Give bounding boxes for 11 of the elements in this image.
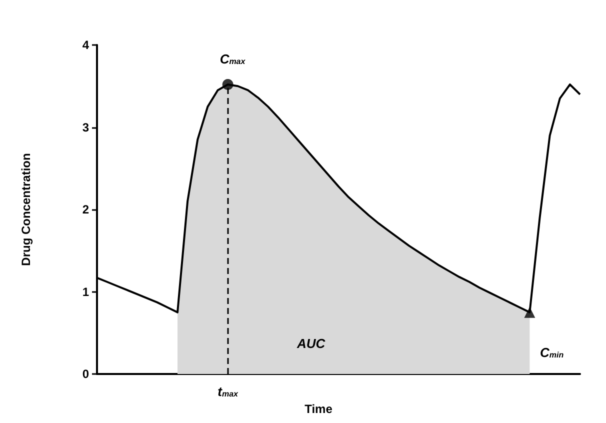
y-tick-label: 0 (82, 367, 90, 381)
annotation: Cmin (540, 345, 564, 360)
annotation: Cmax (220, 51, 246, 66)
annotation: AUC (296, 336, 326, 351)
y-tick-label: 4 (82, 38, 90, 52)
y-tick-label: 1 (82, 284, 90, 299)
y-axis-title: Drug Concentration (19, 153, 33, 266)
x-tick-label: tmax (218, 384, 239, 399)
y-tick-label: 2 (82, 202, 90, 216)
y-tick-label: 3 (82, 120, 90, 134)
x-axis-title: Time (304, 402, 333, 416)
